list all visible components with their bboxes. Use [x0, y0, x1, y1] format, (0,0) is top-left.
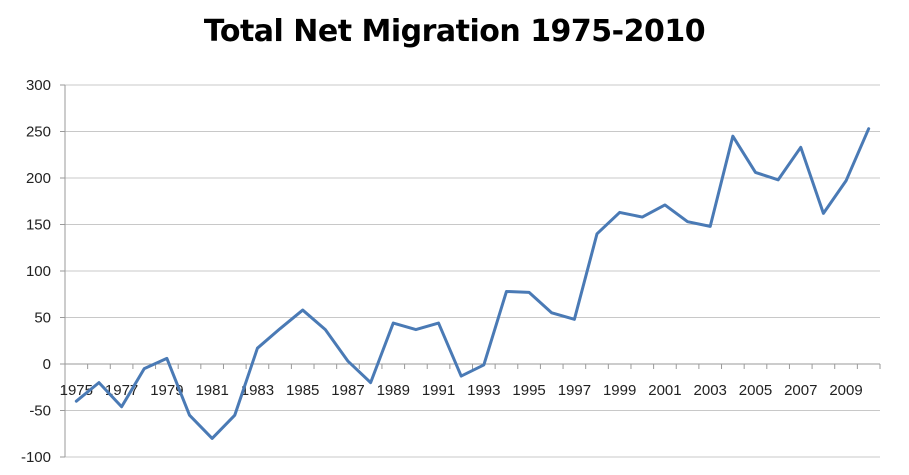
data-point [754, 171, 757, 174]
chart-title: Total Net Migration 1975-2010 [203, 14, 706, 49]
y-tick-label: -100 [21, 449, 51, 466]
data-point [663, 203, 666, 206]
x-tick-label: 1985 [286, 382, 319, 399]
data-point [97, 381, 100, 384]
y-tick-label: 100 [26, 263, 51, 280]
x-tick-label: 1995 [512, 382, 545, 399]
x-tick-label: 2005 [739, 382, 772, 399]
data-point [324, 328, 327, 331]
data-point [573, 318, 576, 321]
x-tick-label: 1989 [377, 382, 410, 399]
data-point [437, 322, 440, 325]
data-point [822, 212, 825, 215]
x-tick-label: 2003 [694, 382, 727, 399]
data-point [211, 437, 214, 440]
data-point [777, 178, 780, 181]
data-point [505, 290, 508, 293]
data-point [799, 146, 802, 149]
data-point [686, 220, 689, 223]
x-tick-label: 1991 [422, 382, 455, 399]
data-point [279, 327, 282, 330]
data-point [143, 367, 146, 370]
x-tick-label: 1993 [467, 382, 500, 399]
data-point [709, 225, 712, 228]
data-point [618, 211, 621, 214]
y-tick-label: 50 [34, 310, 51, 327]
x-tick-label: 1983 [241, 382, 274, 399]
data-point [120, 405, 123, 408]
data-point [165, 357, 168, 360]
data-point [256, 347, 259, 350]
data-point [414, 328, 417, 331]
data-point [867, 127, 870, 130]
y-tick-label: 0 [43, 356, 51, 373]
data-point [460, 375, 463, 378]
data-point [346, 360, 349, 363]
y-tick-label: 200 [26, 170, 51, 187]
x-tick-label: 2009 [829, 382, 862, 399]
y-tick-label: 150 [26, 217, 51, 234]
data-point [550, 311, 553, 314]
x-tick-label: 1997 [558, 382, 591, 399]
data-point [233, 414, 236, 417]
data-point [75, 400, 78, 403]
y-tick-label: 300 [26, 77, 51, 94]
data-point [641, 216, 644, 219]
x-tick-label: 1981 [195, 382, 228, 399]
data-point [301, 309, 304, 312]
data-point [845, 179, 848, 182]
x-tick-label: 1979 [150, 382, 183, 399]
y-tick-label: 250 [26, 124, 51, 141]
x-tick-label: 1987 [331, 382, 364, 399]
data-point [369, 381, 372, 384]
x-tick-label: 2007 [784, 382, 817, 399]
data-point [392, 322, 395, 325]
x-tick-label: 2001 [648, 382, 681, 399]
series-line [74, 127, 871, 440]
data-point [482, 363, 485, 366]
data-point [188, 414, 191, 417]
y-tick-label: -50 [29, 403, 51, 420]
data-point [528, 291, 531, 294]
data-point [731, 135, 734, 138]
data-point [596, 232, 599, 235]
x-tick-label: 1999 [603, 382, 636, 399]
